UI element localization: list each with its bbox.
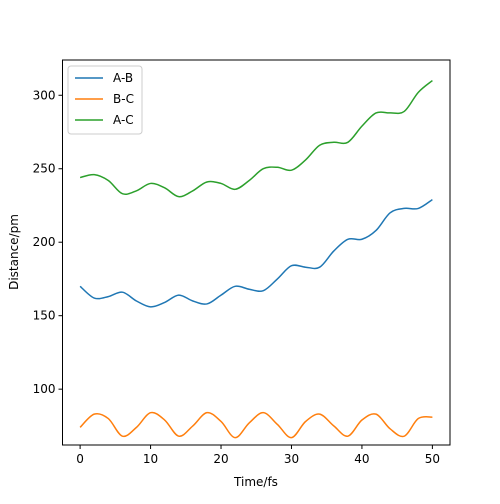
legend-label-a-c: A-C: [113, 113, 134, 127]
y-tick-label: 250: [33, 162, 56, 176]
x-tick-label: 30: [284, 452, 299, 466]
x-tick-label: 50: [425, 452, 440, 466]
x-axis: 0 10 20 30 40 50: [76, 445, 440, 466]
x-tick-label: 0: [76, 452, 84, 466]
legend-box: [67, 65, 143, 135]
y-tick-label: 200: [33, 235, 56, 249]
x-tick-label: 20: [213, 452, 228, 466]
legend: A-B B-C A-C: [67, 65, 143, 135]
plot-frame: [62, 59, 451, 446]
series-lines: [79, 79, 433, 439]
x-tick-label: 40: [354, 452, 369, 466]
series-line-a-c: [79, 79, 433, 198]
y-tick-label: 300: [33, 88, 56, 102]
x-tick-label: 10: [143, 452, 158, 466]
x-axis-label: Time/fs: [233, 475, 278, 489]
y-tick-label: 150: [33, 309, 56, 323]
series-line-b-c: [79, 411, 433, 439]
y-tick-label: 100: [33, 382, 56, 396]
legend-label-b-c: B-C: [113, 92, 134, 106]
y-axis-label: Distance/pm: [7, 214, 21, 290]
legend-label-a-b: A-B: [113, 71, 133, 85]
y-axis: 100 150 200 250 300: [33, 88, 63, 396]
series-line-a-b: [79, 198, 433, 308]
